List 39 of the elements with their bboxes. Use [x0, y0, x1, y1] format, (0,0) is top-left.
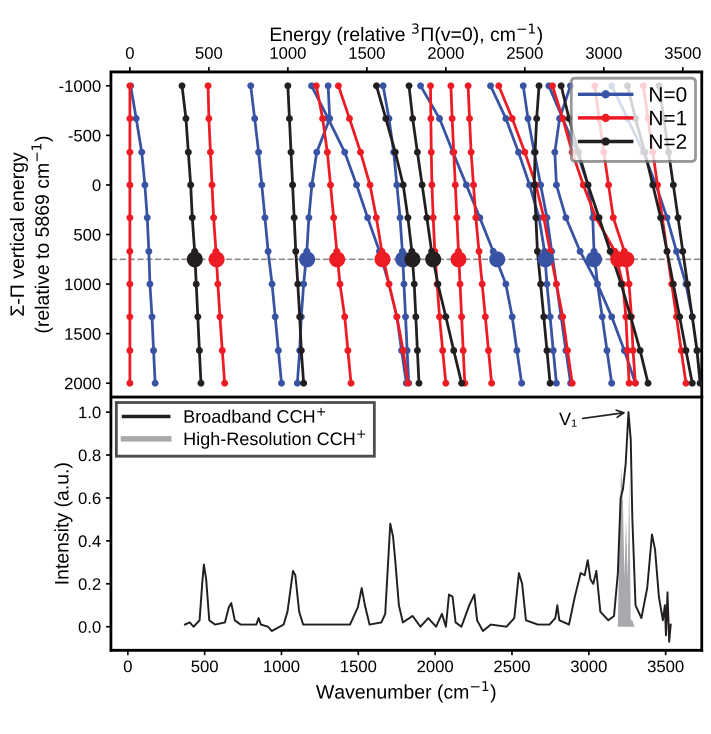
legend-label: N=2 [650, 134, 686, 149]
y-tick-label: 0 [92, 179, 101, 192]
x-tick-label: 0 [126, 47, 134, 59]
x-tick-label: 3500 [648, 660, 684, 672]
x-tick-label: 1000 [264, 660, 300, 672]
y-axis-title: Intensity (a.u.) [54, 463, 72, 584]
y-tick-label: 1.0 [79, 406, 101, 418]
x-tick-label: 0 [124, 660, 132, 672]
y-tick-label: -1000 [59, 80, 101, 92]
x-tick-label: 2500 [494, 660, 530, 672]
y-tick-label: 0.4 [78, 535, 101, 548]
x-tick-label: 1500 [341, 660, 376, 672]
x-tick-label: 500 [191, 660, 218, 672]
y-tick-label: 2000 [64, 378, 101, 390]
y-tick-label: 0.8 [78, 449, 100, 462]
x-tick-label: 1000 [270, 47, 306, 59]
y-axis-title: Σ-Π vertical energy (relative to 5869 cm$^{−1}$) [10, 136, 53, 332]
legend-label: N=0 [650, 87, 686, 102]
legend-label: N=1 [650, 110, 686, 126]
annotation: V₁ [559, 412, 577, 427]
x-tick-label: 2000 [417, 660, 454, 672]
y-tick-label: 0.2 [78, 578, 100, 590]
y-tick-label: -500 [68, 130, 101, 142]
x-tick-label: 2500 [507, 47, 543, 59]
y-tick-label: 1500 [65, 328, 101, 340]
x-axis-title: Wavenumber (cm$^{−1}$) [316, 681, 496, 703]
x-tick-label: 3000 [586, 47, 622, 59]
x-tick-label: 3000 [570, 660, 607, 672]
y-tick-label: 1000 [65, 278, 101, 290]
y-tick-label: 500 [74, 228, 101, 241]
legend-label: High-Resolution CCH$^{+}$ [184, 430, 366, 449]
x-tick-label: 3500 [664, 47, 701, 59]
x-axis-title: Energy (relative $^{3}$Π(v=0), cm$^{−1}$) [270, 23, 542, 46]
x-tick-label: 500 [196, 47, 222, 59]
y-tick-label: 0.6 [78, 492, 100, 504]
y-tick-label: 0.0 [78, 621, 101, 633]
x-tick-label: 1500 [350, 47, 385, 59]
legend-label: Broadband CCH$^{+}$ [184, 408, 326, 423]
x-tick-label: 2000 [428, 47, 464, 59]
